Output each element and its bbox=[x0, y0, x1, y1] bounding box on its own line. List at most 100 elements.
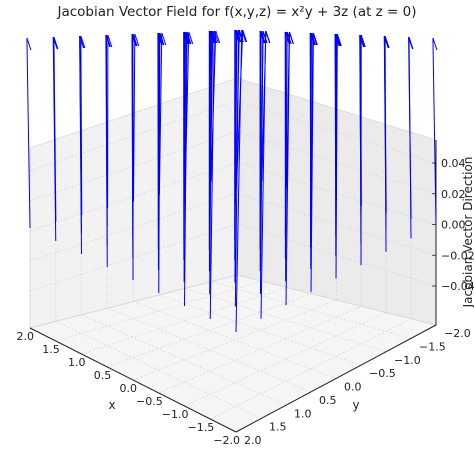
x-tick-label: −2.0 bbox=[213, 434, 240, 447]
y-axis-label: y bbox=[352, 398, 359, 412]
vector-arrow bbox=[209, 30, 214, 197]
vector-arrow bbox=[105, 34, 108, 227]
x-tick-label: 1.0 bbox=[68, 356, 86, 369]
vector-arrow bbox=[210, 30, 217, 182]
z-grid-line bbox=[29, 131, 437, 201]
vector-arrow bbox=[236, 29, 244, 176]
vector-arrow bbox=[209, 30, 215, 320]
y-tick-label: −1.0 bbox=[394, 354, 421, 367]
vector-arrow-head bbox=[105, 34, 111, 48]
vector-arrow-head bbox=[334, 33, 340, 47]
y-axis-line bbox=[235, 324, 437, 433]
vector-arrow bbox=[234, 29, 238, 205]
vector-arrow-head bbox=[215, 30, 221, 44]
floor-grid-line bbox=[107, 293, 312, 368]
vector-arrow bbox=[261, 30, 267, 182]
vector-arrow-head bbox=[161, 32, 167, 46]
vector-arrow-head bbox=[134, 33, 140, 47]
vector-arrow bbox=[311, 32, 314, 194]
vector-arrow bbox=[184, 31, 190, 189]
vector-arrow-head bbox=[336, 33, 341, 47]
vector-arrow-head bbox=[312, 32, 318, 46]
vector-arrow-head bbox=[312, 32, 318, 46]
x-tick-label: 0.0 bbox=[120, 382, 138, 395]
floor-grid-line bbox=[210, 318, 412, 420]
vector-arrow-head bbox=[265, 30, 271, 44]
z-tick-label: 0.00 bbox=[441, 219, 466, 232]
floor-grid-line bbox=[55, 321, 262, 419]
z-axis-label: Jacobian Vector Direction bbox=[461, 157, 474, 309]
y-tick-label: 0.0 bbox=[344, 381, 362, 394]
vector-arrow bbox=[286, 31, 290, 188]
vector-arrow bbox=[26, 37, 31, 229]
floor-grid-line bbox=[185, 287, 387, 353]
vector-arrow bbox=[235, 29, 240, 189]
x-tick-label: −1.0 bbox=[162, 408, 189, 421]
z-grid-line bbox=[29, 100, 437, 171]
vector-arrow bbox=[334, 33, 337, 218]
vector-arrow-head bbox=[26, 37, 32, 51]
x-tick-label: 0.5 bbox=[94, 369, 112, 382]
x-tick-label: 2.0 bbox=[17, 330, 35, 343]
z-tick-label: 0.04 bbox=[441, 157, 466, 170]
y-tick-label: −1.5 bbox=[419, 340, 446, 353]
vector-arrow bbox=[383, 35, 387, 213]
floor-grid-line bbox=[211, 281, 412, 339]
vector-arrow bbox=[53, 36, 57, 222]
vector-arrow-head bbox=[384, 35, 390, 49]
z-grid-line bbox=[29, 223, 437, 292]
z-tick-label: −0.02 bbox=[441, 249, 474, 262]
vector-arrow-head bbox=[383, 35, 389, 49]
floor-grid-line bbox=[158, 305, 362, 394]
axis-lines bbox=[29, 140, 437, 433]
y-tick-label: −2.0 bbox=[444, 327, 471, 340]
vector-arrow bbox=[80, 35, 83, 215]
x-tick-label: 1.5 bbox=[42, 343, 60, 356]
vector-arrow-head bbox=[262, 30, 268, 44]
floor-grid-line bbox=[184, 312, 387, 407]
y-tick-label: 1.5 bbox=[269, 421, 287, 434]
vector-arrow-head bbox=[80, 35, 86, 49]
chart-title: Jacobian Vector Field for f(x,y,z) = x²y… bbox=[56, 4, 416, 20]
x-axis-label: x bbox=[108, 398, 115, 412]
vector-arrow bbox=[158, 32, 161, 212]
vector-arrow-head bbox=[288, 31, 294, 45]
floor-grid-line bbox=[159, 294, 362, 366]
vector-arrow bbox=[133, 33, 136, 202]
vector-arrow-head bbox=[336, 33, 342, 47]
vector-arrow-head bbox=[359, 34, 365, 48]
x-ticks: 2.0 1.5 1.0 0.5 0.0−0.5−1.0−1.5−2.0 bbox=[17, 330, 241, 447]
vector-arrow-head bbox=[408, 36, 414, 50]
vector-arrow-head bbox=[242, 29, 248, 43]
floor-grid-line bbox=[133, 301, 337, 379]
vector-arrow-head bbox=[213, 30, 219, 44]
vector-arrow-head bbox=[360, 34, 366, 48]
vector-arrow bbox=[184, 31, 187, 204]
vector-arrow bbox=[285, 31, 288, 203]
floor-grid-line bbox=[81, 314, 287, 406]
z-tick-label: −0.04 bbox=[441, 280, 474, 293]
vector-arrow-head bbox=[107, 34, 113, 48]
vector-arrow bbox=[158, 32, 163, 195]
x-tick-label: −1.5 bbox=[188, 421, 215, 434]
z-ticks: 0.04 0.02 0.00 −0.02 −0.04 bbox=[432, 157, 474, 293]
y-tick-label: 1.0 bbox=[294, 407, 312, 420]
vector-arrow-head bbox=[53, 36, 59, 50]
vector-arrow-head bbox=[432, 37, 438, 51]
vector-arrow bbox=[408, 36, 412, 219]
y-ticks: 2.0 1.5 1.0 0.5 0.0 −0.5−1.0−1.5−2.0 bbox=[244, 327, 471, 447]
y-tick-label: 0.5 bbox=[319, 394, 337, 407]
vector-arrow-head bbox=[212, 30, 218, 44]
vector-arrow-head bbox=[188, 31, 194, 45]
vector-arrow bbox=[359, 34, 362, 207]
vector-field bbox=[26, 29, 438, 333]
vector-arrow bbox=[260, 30, 262, 213]
vector-arrow bbox=[209, 30, 212, 213]
x-axis-line bbox=[29, 327, 237, 433]
y-tick-label: −0.5 bbox=[369, 367, 396, 380]
z-tick-label: 0.02 bbox=[441, 188, 466, 201]
x-tick-label: −0.5 bbox=[136, 395, 163, 408]
vector-arrow bbox=[260, 30, 264, 196]
y-tick-label: 2.0 bbox=[244, 434, 262, 447]
